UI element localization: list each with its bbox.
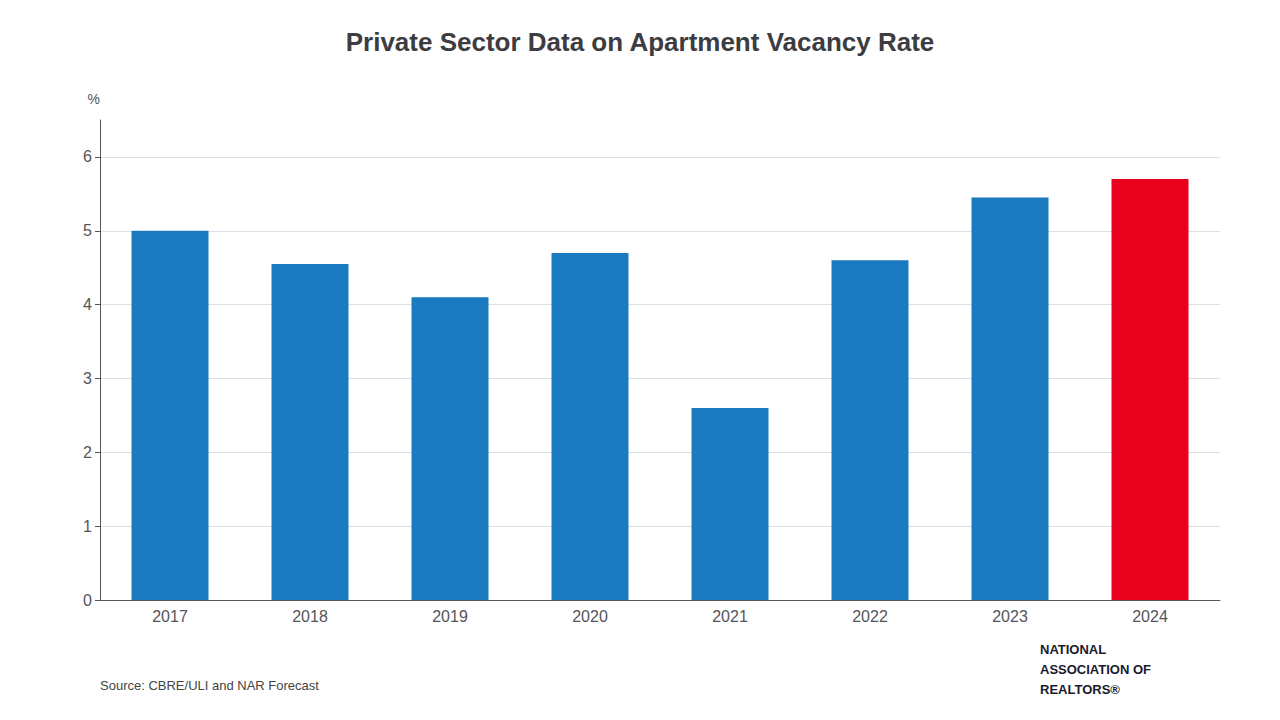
svg-text:2: 2: [83, 444, 92, 461]
svg-text:1: 1: [83, 518, 92, 535]
svg-text:REALTORS®: REALTORS®: [1040, 682, 1120, 697]
svg-text:0: 0: [83, 592, 92, 609]
svg-text:2017: 2017: [152, 608, 188, 625]
svg-text:5: 5: [83, 222, 92, 239]
svg-text:4: 4: [83, 296, 92, 313]
svg-text:2023: 2023: [992, 608, 1028, 625]
svg-text:2024: 2024: [1132, 608, 1168, 625]
svg-text:2019: 2019: [432, 608, 468, 625]
svg-text:2022: 2022: [852, 608, 888, 625]
svg-text:ASSOCIATION OF: ASSOCIATION OF: [1040, 662, 1151, 677]
svg-text:Private Sector Data on Apartme: Private Sector Data on Apartment Vacancy…: [346, 27, 935, 57]
svg-text:3: 3: [83, 370, 92, 387]
svg-text:Source: CBRE/ULI and NAR Forec: Source: CBRE/ULI and NAR Forecast: [100, 678, 319, 693]
svg-text:2020: 2020: [572, 608, 608, 625]
svg-text:2021: 2021: [712, 608, 748, 625]
svg-text:%: %: [88, 91, 100, 107]
svg-text:6: 6: [83, 148, 92, 165]
svg-text:2018: 2018: [292, 608, 328, 625]
svg-text:NATIONAL: NATIONAL: [1040, 642, 1106, 657]
